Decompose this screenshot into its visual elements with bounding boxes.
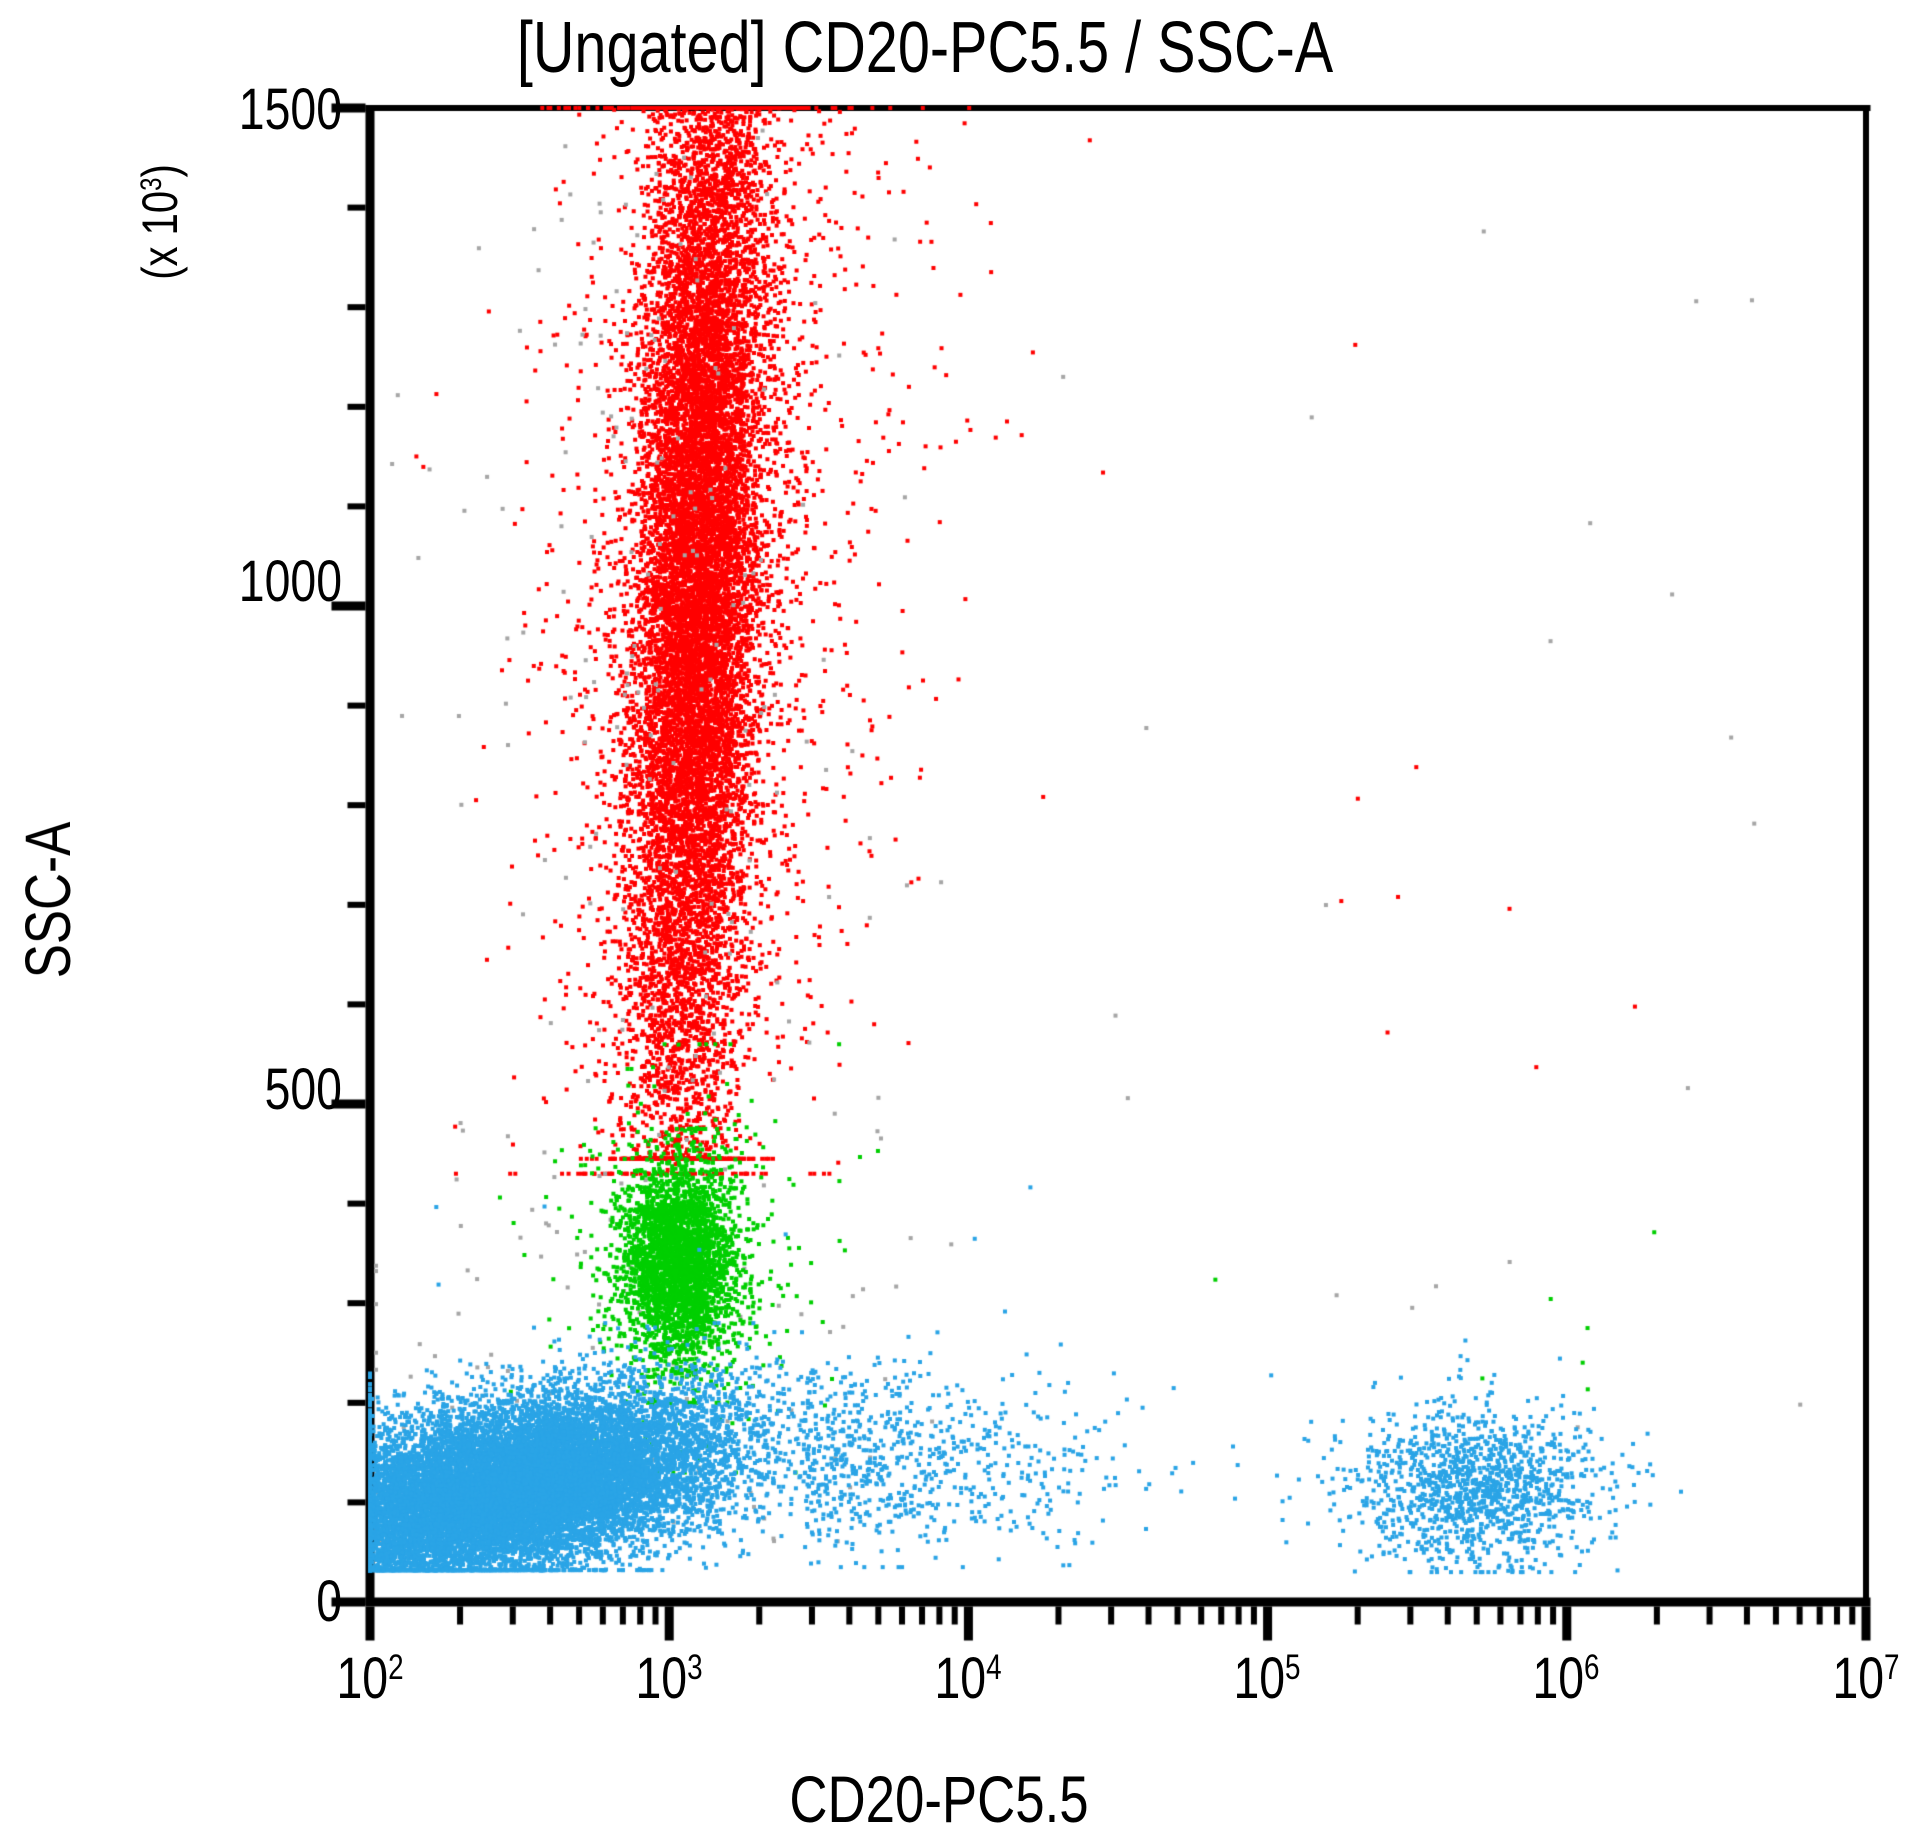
y-axis-unit-label: (x 103) bbox=[132, 164, 188, 280]
exponent: 4 bbox=[986, 1647, 1002, 1687]
y-tick-label-1500: 1500 bbox=[238, 77, 342, 142]
exponent: 5 bbox=[1285, 1647, 1301, 1687]
x-axis-label: CD20-PC5.5 bbox=[789, 1762, 1089, 1836]
exponent: 6 bbox=[1584, 1647, 1600, 1687]
x-tick-label-1e3: 103 bbox=[635, 1646, 703, 1711]
x-tick-label-1e2: 102 bbox=[336, 1646, 404, 1711]
exponent: 3 bbox=[687, 1647, 703, 1687]
x-tick-label-1e6: 106 bbox=[1532, 1646, 1600, 1711]
y-tick-label-1000: 1000 bbox=[238, 549, 342, 614]
exponent: 3 bbox=[134, 177, 168, 191]
y-tick-label-500: 500 bbox=[264, 1057, 342, 1122]
exponent: 7 bbox=[1884, 1647, 1900, 1687]
y-tick-label-0: 0 bbox=[316, 1569, 342, 1634]
y-axis-label: SSC-A bbox=[12, 821, 84, 979]
chart-title: [Ungated] CD20-PC5.5 / SSC-A bbox=[516, 8, 1334, 88]
x-tick-label-1e4: 104 bbox=[934, 1646, 1002, 1711]
exponent: 2 bbox=[388, 1647, 404, 1687]
x-tick-label-1e7: 107 bbox=[1832, 1646, 1900, 1711]
x-tick-label-1e5: 105 bbox=[1233, 1646, 1301, 1711]
